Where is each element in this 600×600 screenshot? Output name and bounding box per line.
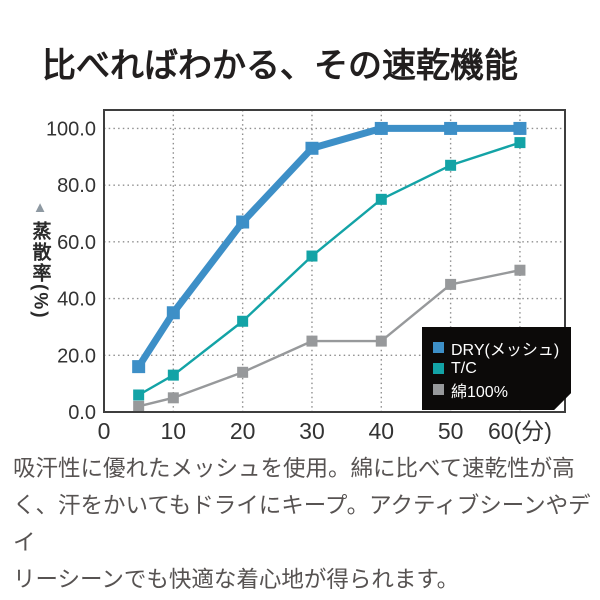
evaporation-rate-chart: 0.0 20.0 40.0 60.0 80.0 100.0 0 10 20 30 40 50 60(分)… — [0, 100, 600, 452]
y-tick-label: 0.0 — [68, 402, 96, 424]
series-marker-1 — [167, 369, 179, 381]
legend-swatch-icon — [433, 342, 444, 353]
series-marker-1 — [514, 137, 526, 149]
series-marker-0 — [444, 121, 458, 135]
legend-item-1: T/C — [433, 358, 559, 379]
legend-swatch-icon — [433, 384, 444, 395]
legend-swatch-icon — [433, 363, 444, 374]
x-tick-label: 0 — [98, 418, 111, 444]
series-marker-2 — [445, 278, 457, 290]
series-marker-0 — [132, 360, 146, 374]
series-marker-1 — [133, 389, 145, 401]
x-tick-label: 20 — [230, 418, 256, 444]
y-tick-label: 40.0 — [57, 289, 96, 311]
page-title: 比べればわかる、その速乾機能 — [42, 47, 518, 85]
legend-label: DRY(メッシュ) — [451, 341, 560, 359]
x-tick-label: 30 — [299, 418, 325, 444]
series-marker-1 — [375, 193, 387, 205]
series-marker-2 — [133, 400, 145, 412]
series-marker-1 — [306, 250, 318, 262]
series-marker-0 — [374, 121, 388, 135]
y-tick-label: 80.0 — [57, 175, 96, 197]
legend-item-2: 綿100% — [433, 379, 559, 400]
x-tick-label: 60(分) — [488, 418, 552, 444]
series-marker-2 — [375, 335, 387, 347]
y-tick-label: 100.0 — [46, 118, 96, 140]
series-marker-1 — [445, 159, 457, 171]
series-marker-2 — [306, 335, 318, 347]
plot-border — [103, 109, 566, 413]
x-tick-label: 50 — [438, 418, 464, 444]
y-tick-label: 20.0 — [57, 345, 96, 367]
description-text: 吸汗性に優れたメッシュを使用。綿に比べて速乾性が高 く、汗をかいてもドライにキー… — [13, 456, 591, 592]
series-marker-1 — [237, 315, 249, 327]
triangle-up-icon: ▲ — [32, 199, 48, 216]
series-marker-0 — [236, 215, 250, 229]
series-marker-0 — [305, 141, 319, 155]
legend-item-0: DRY(メッシュ) — [433, 337, 559, 358]
legend: DRY(メッシュ) T/C 綿100% — [422, 327, 571, 410]
series-marker-0 — [513, 121, 527, 135]
series-marker-2 — [167, 392, 179, 404]
legend-label: 綿100% — [451, 383, 508, 401]
series-marker-0 — [166, 306, 180, 320]
y-axis-label-text: 蒸散率(%) — [29, 221, 51, 320]
y-axis-label: ▲ 蒸散率(%) — [20, 200, 60, 320]
x-tick-label: 40 — [368, 418, 394, 444]
y-tick-label: 60.0 — [57, 232, 96, 254]
plot-area: 0.0 20.0 40.0 60.0 80.0 100.0 0 10 20 30 40 50 60(分) — [46, 109, 566, 444]
legend-label: T/C — [451, 359, 477, 377]
x-tick-label: 10 — [161, 418, 187, 444]
series-marker-2 — [514, 264, 526, 276]
series-marker-2 — [237, 366, 249, 378]
